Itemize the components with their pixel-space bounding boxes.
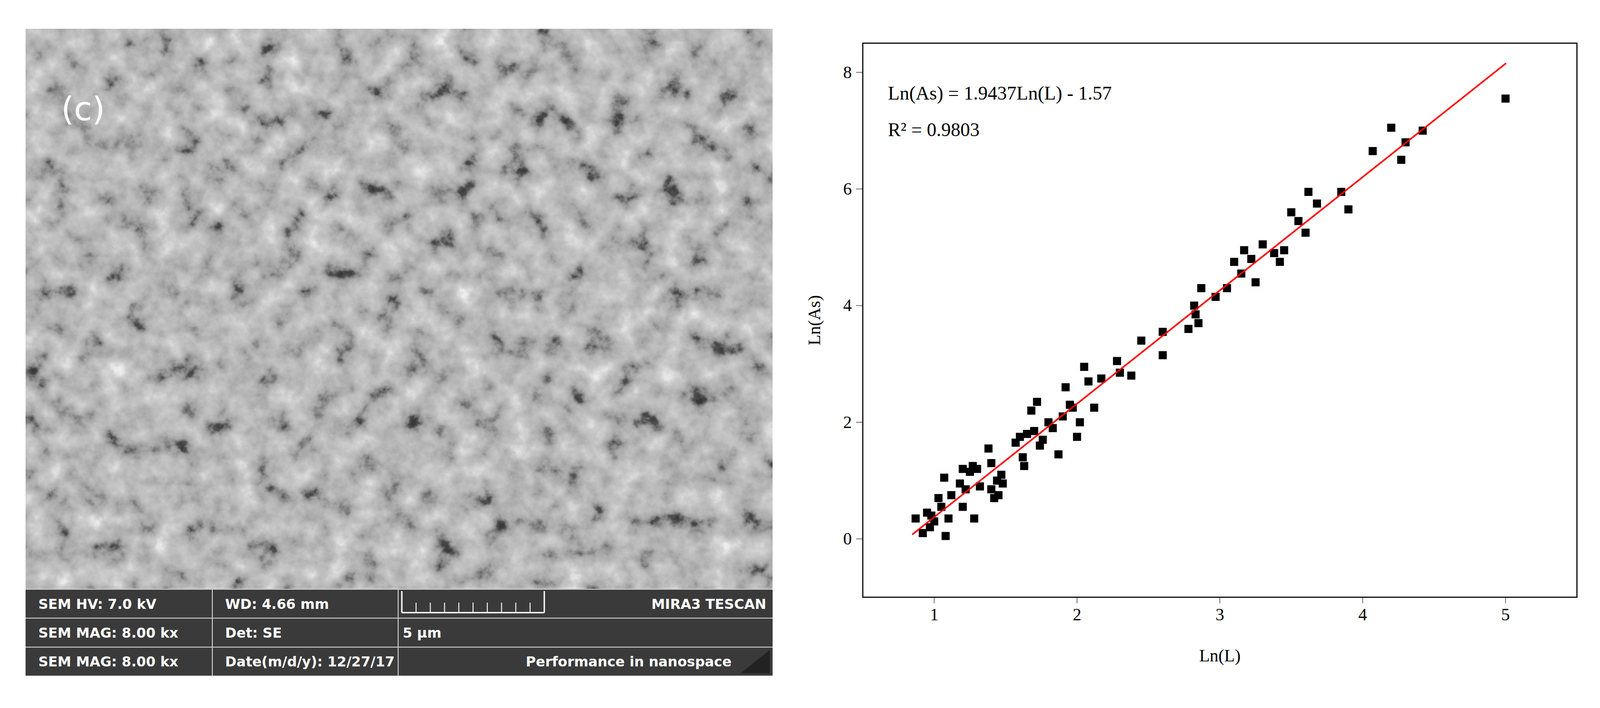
svg-text:MIRA3 TESCAN: MIRA3 TESCAN bbox=[651, 595, 767, 612]
svg-text:Ln(L): Ln(L) bbox=[1199, 645, 1241, 666]
svg-text:2: 2 bbox=[1072, 604, 1082, 624]
svg-text:8: 8 bbox=[843, 62, 853, 82]
svg-text:Ln(As) = 1.9437Ln(L) - 1.57: Ln(As) = 1.9437Ln(L) - 1.57 bbox=[888, 82, 1112, 105]
svg-text:2: 2 bbox=[843, 412, 853, 432]
svg-text:4: 4 bbox=[1358, 604, 1368, 624]
svg-text:WD: 4.66 mm: WD: 4.66 mm bbox=[225, 595, 329, 612]
svg-text:SEM HV: 7.0 kV: SEM HV: 7.0 kV bbox=[38, 595, 157, 612]
svg-text:SEM MAG: 8.00 kx: SEM MAG: 8.00 kx bbox=[38, 653, 179, 670]
svg-text:Performance in nanospace: Performance in nanospace bbox=[526, 653, 732, 670]
svg-text:R² = 0.9803: R² = 0.9803 bbox=[888, 119, 980, 141]
svg-text:5: 5 bbox=[1501, 604, 1511, 624]
svg-text:4: 4 bbox=[843, 295, 853, 315]
svg-text:0: 0 bbox=[843, 528, 853, 548]
svg-text:1: 1 bbox=[929, 604, 939, 624]
svg-text:Det: SE: Det: SE bbox=[225, 624, 282, 641]
svg-text:Date(m/d/y): 12/27/17: Date(m/d/y): 12/27/17 bbox=[225, 653, 395, 670]
svg-text:5 μm: 5 μm bbox=[402, 624, 442, 641]
svg-text:3: 3 bbox=[1215, 604, 1225, 624]
svg-text:Ln(As): Ln(As) bbox=[804, 294, 825, 346]
svg-text:6: 6 bbox=[843, 178, 853, 199]
svg-text:SEM MAG: 8.00 kx: SEM MAG: 8.00 kx bbox=[38, 624, 179, 641]
svg-text:(c): (c) bbox=[61, 89, 106, 128]
